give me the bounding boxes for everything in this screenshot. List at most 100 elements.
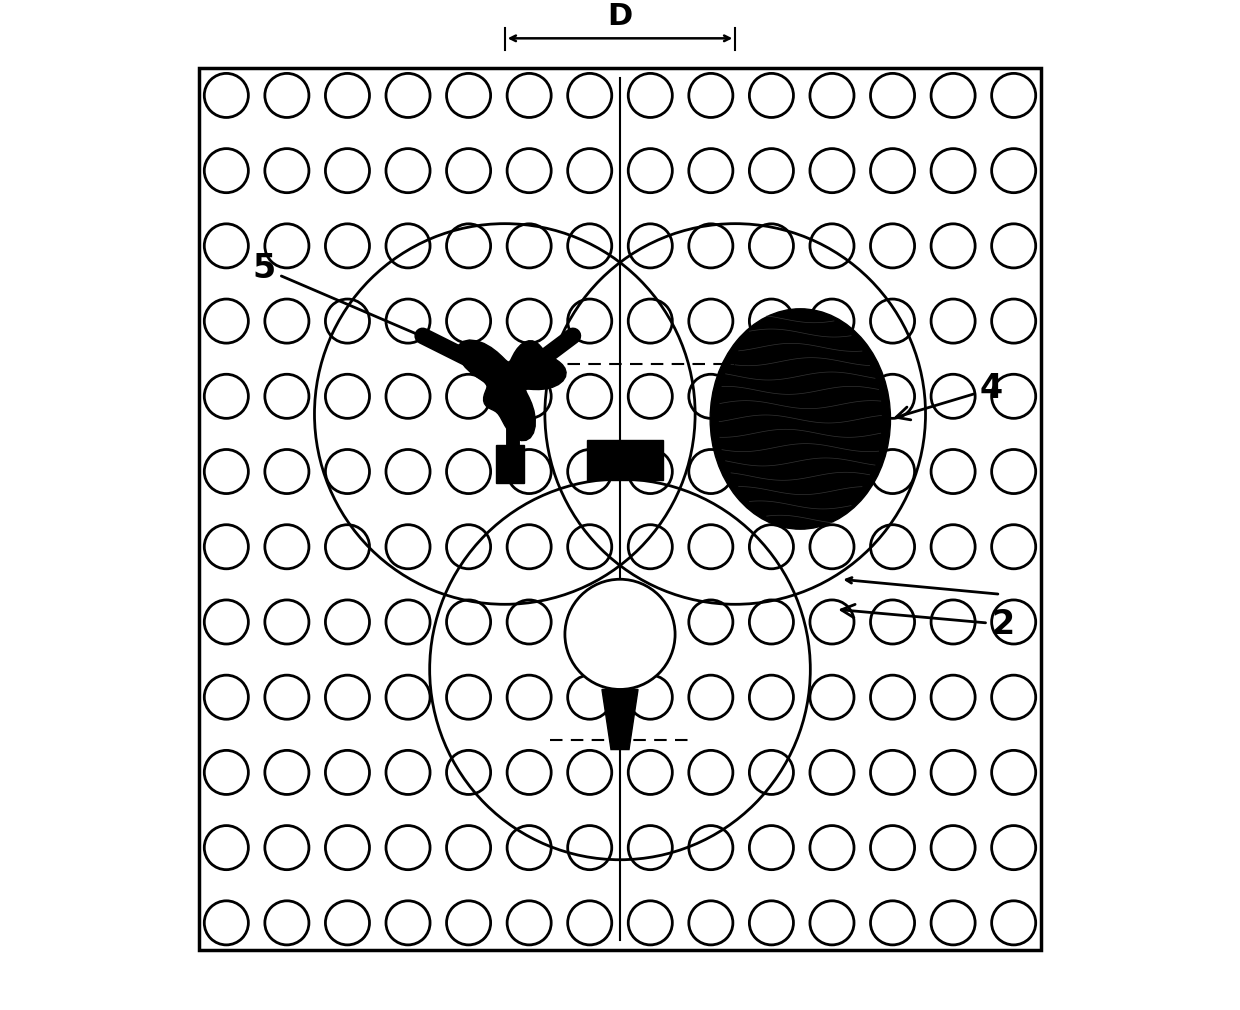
- Circle shape: [507, 600, 552, 644]
- Circle shape: [870, 750, 915, 795]
- Circle shape: [325, 148, 370, 193]
- Circle shape: [446, 750, 491, 795]
- Circle shape: [870, 299, 915, 343]
- Circle shape: [205, 600, 248, 644]
- Circle shape: [265, 148, 309, 193]
- Circle shape: [870, 74, 915, 117]
- Circle shape: [870, 375, 915, 418]
- Circle shape: [446, 449, 491, 494]
- Circle shape: [870, 449, 915, 494]
- Circle shape: [565, 580, 675, 690]
- Circle shape: [386, 449, 430, 494]
- Circle shape: [749, 600, 794, 644]
- Circle shape: [507, 375, 552, 418]
- Circle shape: [870, 675, 915, 719]
- Circle shape: [992, 825, 1035, 870]
- Circle shape: [629, 148, 672, 193]
- Circle shape: [568, 600, 611, 644]
- Circle shape: [870, 525, 915, 569]
- Circle shape: [931, 525, 975, 569]
- Circle shape: [507, 901, 552, 945]
- Circle shape: [992, 299, 1035, 343]
- Circle shape: [446, 148, 491, 193]
- Circle shape: [688, 74, 733, 117]
- Circle shape: [568, 375, 611, 418]
- Circle shape: [325, 675, 370, 719]
- Circle shape: [749, 375, 794, 418]
- Circle shape: [629, 449, 672, 494]
- Circle shape: [688, 901, 733, 945]
- Circle shape: [749, 525, 794, 569]
- Circle shape: [629, 675, 672, 719]
- Circle shape: [205, 449, 248, 494]
- Circle shape: [386, 675, 430, 719]
- Circle shape: [749, 148, 794, 193]
- Circle shape: [749, 901, 794, 945]
- Circle shape: [265, 750, 309, 795]
- Circle shape: [992, 148, 1035, 193]
- Circle shape: [629, 299, 672, 343]
- Circle shape: [629, 750, 672, 795]
- Circle shape: [749, 224, 794, 268]
- Circle shape: [265, 224, 309, 268]
- Circle shape: [265, 675, 309, 719]
- Circle shape: [810, 299, 854, 343]
- Bar: [588, 440, 662, 480]
- Circle shape: [629, 525, 672, 569]
- Circle shape: [446, 675, 491, 719]
- Circle shape: [325, 74, 370, 117]
- Circle shape: [325, 525, 370, 569]
- Circle shape: [205, 675, 248, 719]
- Circle shape: [688, 675, 733, 719]
- Circle shape: [931, 449, 975, 494]
- Bar: [496, 445, 523, 483]
- Circle shape: [325, 600, 370, 644]
- Circle shape: [265, 901, 309, 945]
- Circle shape: [992, 375, 1035, 418]
- Circle shape: [992, 901, 1035, 945]
- Circle shape: [931, 299, 975, 343]
- Circle shape: [507, 675, 552, 719]
- Circle shape: [870, 148, 915, 193]
- Circle shape: [568, 675, 611, 719]
- Circle shape: [446, 299, 491, 343]
- Circle shape: [386, 901, 430, 945]
- Circle shape: [810, 449, 854, 494]
- Circle shape: [446, 525, 491, 569]
- Circle shape: [446, 600, 491, 644]
- Circle shape: [325, 299, 370, 343]
- Circle shape: [810, 525, 854, 569]
- Circle shape: [568, 148, 611, 193]
- Circle shape: [992, 74, 1035, 117]
- Circle shape: [386, 375, 430, 418]
- Circle shape: [629, 74, 672, 117]
- Circle shape: [265, 74, 309, 117]
- Circle shape: [870, 825, 915, 870]
- Text: 4: 4: [897, 373, 1002, 420]
- Polygon shape: [458, 340, 567, 440]
- Circle shape: [205, 224, 248, 268]
- Circle shape: [688, 224, 733, 268]
- Circle shape: [265, 299, 309, 343]
- Circle shape: [688, 600, 733, 644]
- Circle shape: [749, 74, 794, 117]
- Circle shape: [870, 224, 915, 268]
- Circle shape: [265, 449, 309, 494]
- Circle shape: [386, 750, 430, 795]
- Circle shape: [507, 74, 552, 117]
- Circle shape: [992, 224, 1035, 268]
- Circle shape: [870, 600, 915, 644]
- Circle shape: [205, 825, 248, 870]
- Circle shape: [931, 825, 975, 870]
- Circle shape: [931, 148, 975, 193]
- Circle shape: [446, 74, 491, 117]
- Circle shape: [205, 525, 248, 569]
- Circle shape: [205, 299, 248, 343]
- Bar: [200, 69, 1040, 949]
- Circle shape: [931, 600, 975, 644]
- Polygon shape: [601, 690, 639, 749]
- Circle shape: [810, 148, 854, 193]
- Circle shape: [688, 525, 733, 569]
- Circle shape: [568, 901, 611, 945]
- Circle shape: [629, 224, 672, 268]
